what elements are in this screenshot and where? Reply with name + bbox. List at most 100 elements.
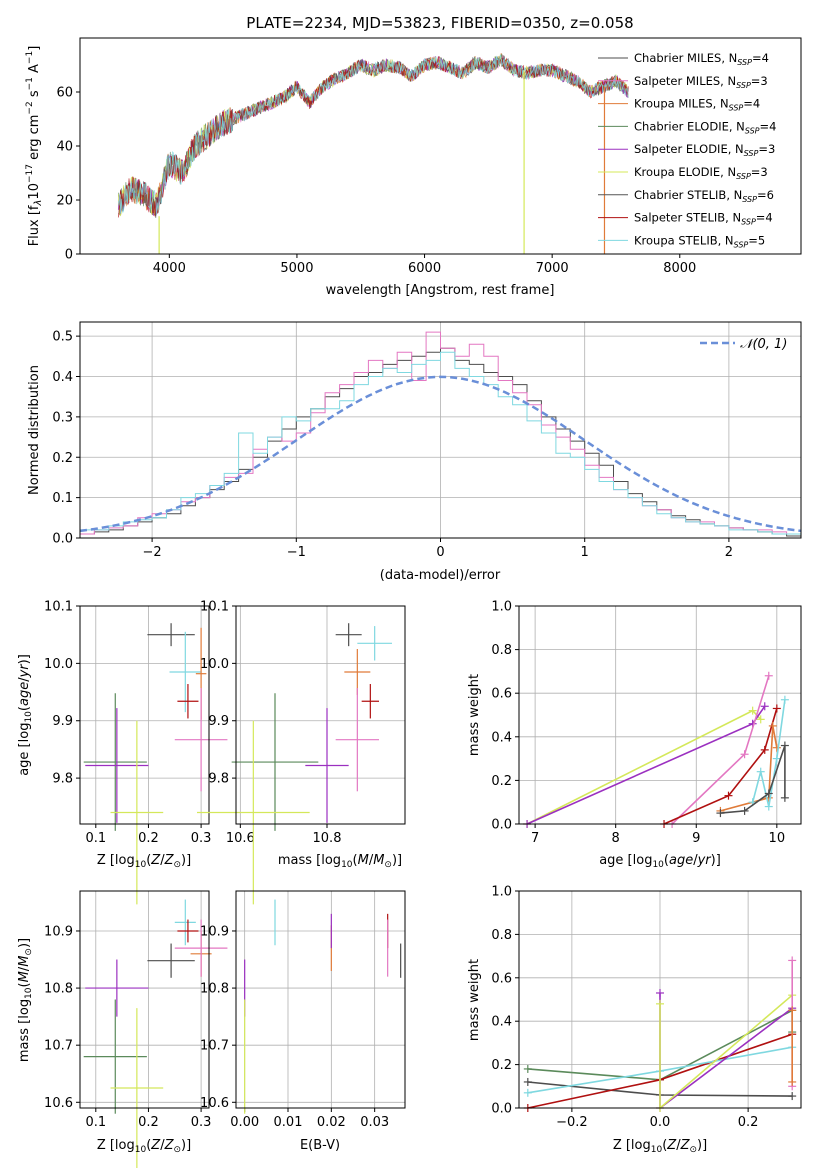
legend-label: Salpeter STELIB, NSSP=4 [634, 211, 773, 227]
y-tick-label: 10.1 [200, 600, 229, 615]
y-tick-label: 0.1 [52, 491, 73, 506]
legend-label: Kroupa ELODIE, NSSP=3 [634, 165, 768, 181]
y-tick-label: 10.8 [44, 982, 73, 997]
y-tick-label: 0.2 [52, 451, 73, 466]
y-tick-label: 9.8 [52, 772, 73, 787]
y-tick-label: 0.0 [491, 818, 512, 833]
spectrum-line [117, 56, 629, 218]
z-age-axes-frame [79, 605, 210, 825]
legend-label: Salpeter MILES, NSSP=3 [634, 74, 768, 90]
y-tick-label: 10.7 [44, 1039, 73, 1054]
z-massweight-xlabel: Z [log10(Z/Z⊙)] [613, 1138, 707, 1155]
legend-label: Kroupa STELIB, NSSP=5 [634, 233, 765, 249]
x-tick-label: 0.1 [85, 1115, 106, 1130]
age-massweight-ylabel: mass weight [467, 674, 482, 756]
z-massweight-axes-frame [518, 890, 802, 1109]
x-tick-label: 0.2 [138, 831, 159, 846]
z-massweight-ylabel: mass weight [467, 959, 482, 1041]
spectrum-ylabel: Flux [fλ10−17 erg cm−2 s−1 A−1] [25, 46, 44, 247]
x-tick-label: 0.01 [274, 1115, 303, 1130]
spectrum-line [117, 53, 629, 216]
x-tick-label: 10.6 [226, 831, 255, 846]
y-tick-label: 10.7 [200, 1039, 229, 1054]
series-line [659, 994, 793, 1110]
legend-label: Chabrier ELODIE, NSSP=4 [634, 119, 776, 135]
z-mass-axes-frame [79, 890, 210, 1109]
spectrum-legend: Chabrier MILES, NSSP=4 Salpeter MILES, NS… [598, 51, 776, 249]
y-tick-label: 0.6 [491, 687, 512, 702]
spectrum-line [117, 54, 629, 216]
spectrum-panel: PLATE=2234, MJD=53823, FIBERID=0350, z=0… [25, 14, 802, 298]
x-tick-label: −1 [287, 545, 306, 560]
legend-label: Salpeter ELODIE, NSSP=3 [634, 142, 775, 158]
y-tick-label: 0.0 [52, 532, 73, 547]
y-tick-label: 0.4 [491, 1015, 512, 1030]
histogram-step [79, 351, 802, 538]
spectrum-title: PLATE=2234, MJD=53823, FIBERID=0350, z=0… [246, 14, 633, 32]
x-tick-label: 0.3 [191, 1115, 212, 1130]
x-tick-label: −0.2 [556, 1115, 588, 1130]
y-tick-label: 0.4 [491, 730, 512, 745]
legend-label: Kroupa MILES, NSSP=4 [634, 97, 760, 113]
age-massweight-xlabel: age [log10(age/yr)] [599, 853, 721, 870]
y-tick-label: 10.9 [44, 924, 73, 939]
spectrum-xlabel: wavelength [Angstrom, rest frame] [326, 283, 555, 298]
x-tick-label: 0.1 [85, 831, 106, 846]
histogram-ylabel: Normed distribution [27, 365, 42, 495]
age-massweight-axes-frame [518, 605, 802, 825]
y-tick-label: 20 [56, 194, 73, 209]
z-age-panel: 0.1 0.2 0.39.89.910.010.1 Z [log10(Z/Z⊙)] … [17, 600, 228, 905]
histogram-legend: 𝒩(0, 1) [700, 337, 787, 352]
x-tick-label: 5000 [280, 261, 313, 276]
y-tick-label: 0.5 [52, 330, 73, 345]
y-tick-label: 0.2 [491, 1058, 512, 1073]
z-mass-ylabel: mass [log10(M/M⊙)] [17, 938, 34, 1062]
z-age-xlabel: Z [log10(Z/Z⊙)] [97, 853, 191, 870]
ebv-mass-panel: 0.00 0.01 0.02 0.03 10.6 10.7 10.8 10.9 E(B-V) [200, 890, 406, 1153]
y-tick-label: 10.8 [200, 982, 229, 997]
x-tick-label: 7000 [536, 261, 569, 276]
x-tick-label: 0.3 [191, 831, 212, 846]
y-tick-label: 10.6 [200, 1096, 229, 1111]
y-tick-label: 0.0 [491, 1102, 512, 1117]
z-massweight-panel: −0.2 0.0 0.2 0.0 0.2 0.4 0.6 0.8 1.0 Z [log10(Z/… [467, 885, 802, 1155]
y-tick-label: 40 [56, 140, 73, 155]
y-tick-label: 1.0 [491, 885, 512, 900]
mass-age-xlabel: mass [log10(M/M⊙)] [278, 853, 402, 870]
x-tick-label: 0.02 [317, 1115, 346, 1130]
z-mass-xlabel: Z [log10(Z/Z⊙)] [97, 1138, 191, 1155]
y-tick-label: 0.4 [52, 370, 73, 385]
x-tick-label: 0.00 [230, 1115, 259, 1130]
y-tick-label: 60 [56, 86, 73, 101]
x-tick-label: 9 [692, 831, 700, 846]
x-tick-label: −2 [143, 545, 162, 560]
y-tick-label: 0.6 [491, 971, 512, 986]
y-tick-label: 10.6 [44, 1096, 73, 1111]
x-tick-label: 4000 [153, 261, 186, 276]
series-line [526, 709, 762, 825]
y-tick-label: 0.2 [491, 774, 512, 789]
x-tick-label: 7 [531, 831, 539, 846]
y-tick-label: 10.1 [44, 600, 73, 615]
histogram-legend-label: 𝒩(0, 1) [740, 337, 787, 352]
x-tick-label: 8 [612, 831, 620, 846]
y-tick-label: 0.8 [491, 928, 512, 943]
x-tick-label: 0.2 [738, 1115, 759, 1130]
y-tick-label: 10.0 [200, 657, 229, 672]
y-tick-label: 10.0 [44, 657, 73, 672]
ebv-mass-axes-frame [235, 890, 406, 1109]
x-tick-label: 10.8 [313, 831, 342, 846]
series-line [663, 708, 778, 825]
z-age-ylabel: age [log10(age/yr)] [17, 654, 34, 776]
y-tick-label: 9.8 [208, 772, 229, 787]
y-tick-label: 10.9 [200, 924, 229, 939]
mass-age-axes-frame [235, 605, 406, 825]
x-tick-label: 0 [436, 545, 444, 560]
age-massweight-panel: 7 8 9 10 0.0 0.2 0.4 0.6 0.8 1.0 age [log10(age/y… [467, 600, 802, 870]
spectrum-line [118, 55, 629, 218]
histogram-axes-frame [79, 321, 802, 539]
x-tick-label: 0.03 [360, 1115, 389, 1130]
x-tick-label: 0.0 [650, 1115, 671, 1130]
y-tick-label: 0.8 [491, 643, 512, 658]
